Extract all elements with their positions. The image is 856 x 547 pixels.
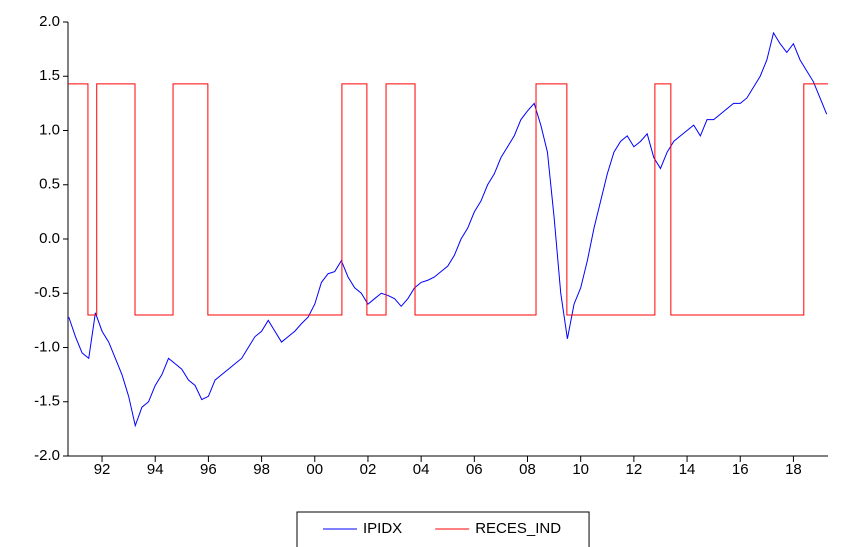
y-tick-label: 0.5 bbox=[39, 176, 60, 193]
x-tick-label: 08 bbox=[519, 461, 536, 478]
x-tick-label: 94 bbox=[147, 461, 164, 478]
legend-label: IPIDX bbox=[363, 520, 402, 537]
y-tick-label: -2.0 bbox=[34, 447, 60, 464]
y-tick-label: 2.0 bbox=[39, 13, 60, 30]
x-tick-label: 16 bbox=[732, 461, 749, 478]
x-tick-label: 96 bbox=[200, 461, 217, 478]
x-tick-label: 00 bbox=[306, 461, 323, 478]
x-tick-label: 10 bbox=[572, 461, 589, 478]
y-tick-label: -1.0 bbox=[34, 338, 60, 355]
legend-label: RECES_IND bbox=[475, 520, 561, 537]
legend-box bbox=[296, 511, 590, 547]
y-tick-label: 1.5 bbox=[39, 67, 60, 84]
y-tick-label: 1.0 bbox=[39, 121, 60, 138]
x-tick-label: 02 bbox=[360, 461, 377, 478]
x-tick-label: 14 bbox=[679, 461, 696, 478]
x-tick-label: 04 bbox=[413, 461, 430, 478]
x-tick-label: 98 bbox=[253, 461, 270, 478]
legend: IPIDX RECES_IND bbox=[296, 511, 590, 547]
x-tick-label: 92 bbox=[94, 461, 111, 478]
y-tick-label: -0.5 bbox=[34, 284, 60, 301]
y-tick-label: -1.5 bbox=[34, 393, 60, 410]
series-line bbox=[68, 31, 828, 428]
x-tick-label: 12 bbox=[626, 461, 643, 478]
y-tick-label: 0.0 bbox=[39, 230, 60, 247]
x-tick-label: 06 bbox=[466, 461, 483, 478]
series-line bbox=[68, 83, 828, 316]
x-tick-label: 18 bbox=[785, 461, 802, 478]
